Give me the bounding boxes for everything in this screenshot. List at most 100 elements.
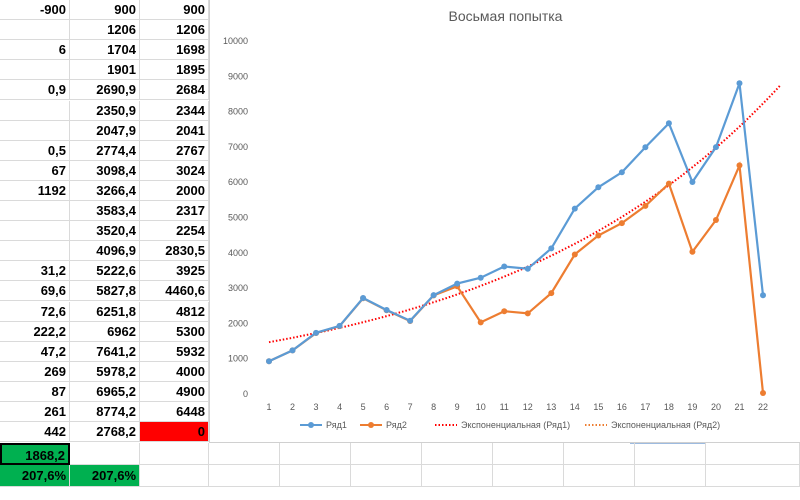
table-cell[interactable]: 2350,9	[70, 100, 140, 121]
data-point	[336, 322, 343, 329]
table-cell[interactable]: 261	[0, 402, 70, 422]
table-cell[interactable]: 269	[0, 361, 70, 382]
empty-cell[interactable]	[140, 443, 209, 465]
percent-cell-left[interactable]: 207,6%	[0, 465, 70, 487]
empty-cell[interactable]	[422, 443, 493, 465]
table-cell[interactable]: 3925	[140, 261, 209, 282]
table-cell[interactable]: 2254	[140, 221, 209, 242]
table-cell[interactable]: 2684	[140, 80, 209, 101]
empty-cell[interactable]	[706, 465, 800, 487]
table-cell[interactable]: 1698	[140, 40, 209, 61]
summary-cell[interactable]: 1868,2	[0, 443, 70, 465]
empty-cell[interactable]	[280, 443, 351, 465]
table-cell[interactable]: 3266,4	[70, 180, 140, 201]
table-cell[interactable]: 6251,8	[70, 301, 140, 322]
table-cell[interactable]: 2047,9	[70, 120, 140, 141]
table-row: 261 8774,2 6448	[0, 402, 800, 422]
table-cell[interactable]: 2768,2	[70, 422, 140, 443]
empty-cell[interactable]	[564, 465, 635, 487]
table-row: 69,6 5827,8 4460,6	[0, 281, 800, 302]
table-cell[interactable]	[0, 60, 70, 81]
empty-cell[interactable]	[280, 465, 351, 487]
table-cell[interactable]: 6	[0, 40, 70, 61]
table-cell[interactable]: 87	[0, 381, 70, 402]
table-cell[interactable]: 0	[140, 422, 209, 443]
table-row: 0,9 2690,9 2684	[0, 80, 800, 101]
table-cell[interactable]: 2774,4	[70, 140, 140, 161]
table-cell[interactable]: 1704	[70, 40, 140, 61]
table-cell[interactable]: 0,9	[0, 80, 70, 101]
table-cell[interactable]: 1895	[140, 60, 209, 81]
table-cell[interactable]: 4096,9	[70, 241, 140, 262]
x-tick-label: 11	[500, 402, 509, 412]
table-cell[interactable]: 3098,4	[70, 160, 140, 181]
table-cell[interactable]: 6962	[70, 321, 140, 342]
y-tick-label: 7000	[228, 142, 248, 152]
empty-cell[interactable]	[209, 443, 280, 465]
table-cell[interactable]: 1206	[70, 20, 140, 41]
empty-cell[interactable]	[140, 465, 209, 487]
table-cell[interactable]	[0, 221, 70, 242]
table-cell[interactable]: 3583,4	[70, 201, 140, 221]
table-cell[interactable]: 3024	[140, 160, 209, 181]
table-cell[interactable]	[0, 120, 70, 141]
table-cell[interactable]: 7641,2	[70, 341, 140, 362]
x-tick-label: 21	[734, 402, 744, 412]
table-cell[interactable]: 2000	[140, 180, 209, 201]
empty-cell[interactable]	[70, 443, 140, 465]
table-cell[interactable]: 72,6	[0, 301, 70, 322]
empty-cell[interactable]	[635, 465, 706, 487]
table-cell[interactable]: 6965,2	[70, 381, 140, 402]
table-cell[interactable]: 4000	[140, 361, 209, 382]
table-cell[interactable]: 900	[70, 0, 140, 20]
table-cell[interactable]: 6448	[140, 402, 209, 422]
empty-cell[interactable]	[351, 443, 422, 465]
table-cell[interactable]: 5827,8	[70, 281, 140, 302]
table-cell[interactable]: -900	[0, 0, 70, 20]
table-cell[interactable]: 222,2	[0, 321, 70, 342]
table-cell[interactable]: 4460,6	[140, 281, 209, 302]
table-row: 47,2 7641,2 5932	[0, 341, 800, 362]
table-cell[interactable]: 1901	[70, 60, 140, 81]
percent-cell-right[interactable]: 207,6%	[70, 465, 140, 487]
table-cell[interactable]: 5932	[140, 341, 209, 362]
table-cell[interactable]: 2690,9	[70, 80, 140, 101]
table-cell[interactable]: 67	[0, 160, 70, 181]
table-cell[interactable]: 2344	[140, 100, 209, 121]
table-cell[interactable]: 8774,2	[70, 402, 140, 422]
table-cell[interactable]: 4812	[140, 301, 209, 322]
table-cell[interactable]: 2830,5	[140, 241, 209, 262]
empty-cell[interactable]	[493, 443, 564, 465]
table-cell[interactable]: 47,2	[0, 341, 70, 362]
table-cell[interactable]: 2767	[140, 140, 209, 161]
table-cell[interactable]: 0,5	[0, 140, 70, 161]
table-cell[interactable]: 5978,2	[70, 361, 140, 382]
empty-cell[interactable]	[351, 465, 422, 487]
table-cell[interactable]	[0, 100, 70, 121]
y-tick-label: 2000	[228, 318, 248, 328]
table-cell[interactable]: 69,6	[0, 281, 70, 302]
table-cell[interactable]	[0, 201, 70, 221]
y-tick-label: 6000	[228, 177, 248, 187]
chart-resize-handle[interactable]	[630, 443, 705, 444]
table-cell[interactable]	[0, 241, 70, 262]
table-cell[interactable]: 442	[0, 422, 70, 443]
table-cell[interactable]: 5300	[140, 321, 209, 342]
empty-cell[interactable]	[209, 465, 280, 487]
empty-cell[interactable]	[706, 443, 800, 465]
chart[interactable]: Восьмая попытка 0 1000 2000 3000 4000 5000 600…	[209, 0, 800, 443]
table-cell[interactable]: 3520,4	[70, 221, 140, 242]
empty-cell[interactable]	[493, 465, 564, 487]
table-cell[interactable]: 1206	[140, 20, 209, 41]
table-cell[interactable]: 4900	[140, 381, 209, 402]
empty-cell[interactable]	[635, 443, 706, 465]
table-cell[interactable]: 1192	[0, 180, 70, 201]
table-cell[interactable]: 31,2	[0, 261, 70, 282]
table-cell[interactable]	[0, 20, 70, 41]
table-cell[interactable]: 900	[140, 0, 209, 20]
empty-cell[interactable]	[564, 443, 635, 465]
table-cell[interactable]: 2317	[140, 201, 209, 221]
table-cell[interactable]: 5222,6	[70, 261, 140, 282]
table-cell[interactable]: 2041	[140, 120, 209, 141]
empty-cell[interactable]	[422, 465, 493, 487]
